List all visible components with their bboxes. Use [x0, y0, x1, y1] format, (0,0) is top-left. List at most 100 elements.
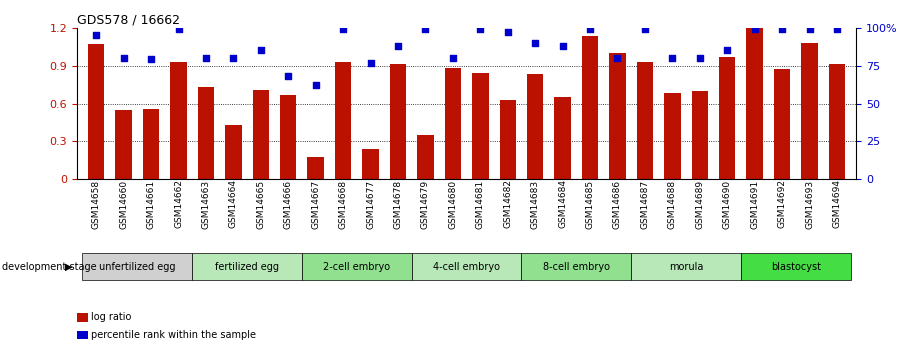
Bar	[522, 253, 631, 280]
Bar	[637, 62, 653, 179]
Bar	[774, 69, 790, 179]
Bar	[499, 100, 516, 179]
Text: GSM14694: GSM14694	[833, 179, 842, 228]
Text: GSM14662: GSM14662	[174, 179, 183, 228]
Text: GSM14683: GSM14683	[531, 179, 540, 228]
Point	[198, 55, 213, 61]
Text: GSM14666: GSM14666	[284, 179, 293, 228]
Text: percentile rank within the sample: percentile rank within the sample	[91, 330, 255, 339]
Text: 4-cell embryo: 4-cell embryo	[433, 262, 500, 272]
Bar	[82, 253, 192, 280]
Text: GSM14677: GSM14677	[366, 179, 375, 228]
Bar	[280, 95, 296, 179]
Bar	[747, 28, 763, 179]
Point	[419, 26, 433, 32]
Text: GSM14687: GSM14687	[641, 179, 650, 228]
Text: GSM14665: GSM14665	[256, 179, 265, 228]
Bar	[554, 97, 571, 179]
Bar	[445, 68, 461, 179]
Point	[116, 55, 130, 61]
Point	[281, 73, 295, 79]
Text: GSM14691: GSM14691	[750, 179, 759, 228]
Text: GSM14692: GSM14692	[777, 179, 786, 228]
Text: fertilized egg: fertilized egg	[215, 262, 279, 272]
Text: GSM14658: GSM14658	[92, 179, 101, 228]
Text: GSM14693: GSM14693	[805, 179, 814, 228]
Point	[665, 55, 680, 61]
Text: GSM14686: GSM14686	[613, 179, 622, 228]
Text: blastocyst: blastocyst	[771, 262, 821, 272]
Bar	[307, 157, 324, 179]
Point	[363, 60, 378, 65]
Point	[747, 26, 762, 32]
Text: log ratio: log ratio	[91, 313, 131, 322]
Text: development stage: development stage	[2, 262, 96, 272]
Text: morula: morula	[669, 262, 703, 272]
Point	[611, 55, 625, 61]
Point	[390, 43, 405, 49]
Text: GSM14682: GSM14682	[503, 179, 512, 228]
Point	[89, 32, 103, 38]
Point	[528, 40, 543, 46]
Text: GSM14664: GSM14664	[229, 179, 238, 228]
Bar	[192, 253, 302, 280]
Bar	[170, 62, 187, 179]
Point	[226, 55, 241, 61]
Bar	[88, 44, 104, 179]
Bar	[691, 91, 708, 179]
Bar	[253, 90, 269, 179]
Bar	[335, 62, 352, 179]
Point	[254, 48, 268, 53]
Bar	[143, 109, 159, 179]
Point	[720, 48, 735, 53]
Point	[308, 82, 323, 88]
Text: GDS578 / 16662: GDS578 / 16662	[77, 13, 180, 27]
Bar	[198, 87, 214, 179]
Text: GSM14678: GSM14678	[393, 179, 402, 228]
Point	[171, 26, 186, 32]
Point	[500, 29, 515, 35]
Text: ▶: ▶	[65, 262, 72, 272]
Bar	[631, 253, 741, 280]
Text: GSM14684: GSM14684	[558, 179, 567, 228]
Text: GSM14668: GSM14668	[339, 179, 348, 228]
Text: GSM14680: GSM14680	[448, 179, 458, 228]
Text: GSM14661: GSM14661	[147, 179, 156, 228]
Bar	[472, 73, 488, 179]
Text: GSM14685: GSM14685	[585, 179, 594, 228]
Point	[583, 26, 597, 32]
Point	[775, 26, 789, 32]
Point	[555, 43, 570, 49]
Bar	[417, 135, 434, 179]
Point	[638, 26, 652, 32]
Text: GSM14667: GSM14667	[311, 179, 320, 228]
Text: GSM14689: GSM14689	[695, 179, 704, 228]
Bar	[801, 43, 818, 179]
Text: GSM14690: GSM14690	[723, 179, 732, 228]
Point	[803, 26, 817, 32]
Bar	[582, 37, 598, 179]
Bar	[609, 53, 626, 179]
Bar	[411, 253, 522, 280]
Bar	[115, 110, 132, 179]
Bar	[527, 75, 544, 179]
Text: GSM14688: GSM14688	[668, 179, 677, 228]
Text: GSM14663: GSM14663	[201, 179, 210, 228]
Bar	[741, 253, 851, 280]
Bar	[226, 125, 242, 179]
Text: GSM14660: GSM14660	[120, 179, 128, 228]
Bar	[719, 57, 736, 179]
Text: 8-cell embryo: 8-cell embryo	[543, 262, 610, 272]
Point	[446, 55, 460, 61]
Point	[473, 26, 487, 32]
Bar	[664, 93, 680, 179]
Point	[336, 26, 351, 32]
Text: unfertilized egg: unfertilized egg	[99, 262, 176, 272]
Bar	[302, 253, 411, 280]
Text: GSM14681: GSM14681	[476, 179, 485, 228]
Text: GSM14679: GSM14679	[421, 179, 430, 228]
Text: 2-cell embryo: 2-cell embryo	[323, 262, 390, 272]
Point	[830, 26, 844, 32]
Point	[144, 57, 159, 62]
Bar	[390, 64, 406, 179]
